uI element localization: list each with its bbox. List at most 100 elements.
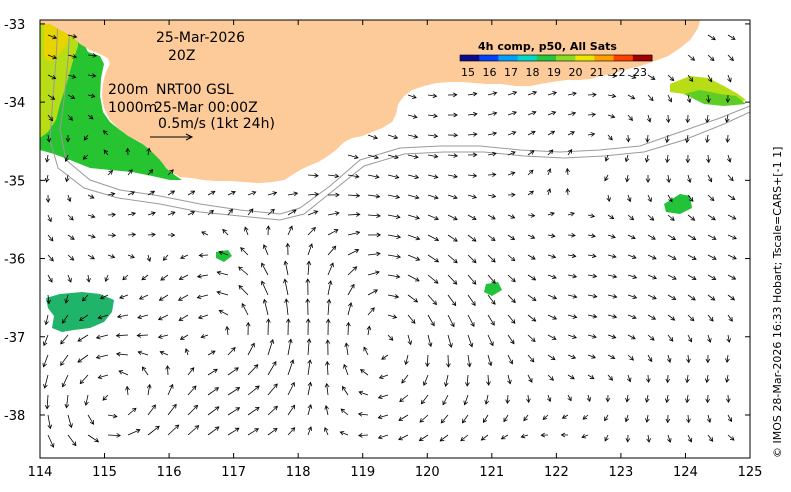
current-arrow [287, 427, 296, 436]
current-arrow [103, 149, 109, 156]
current-arrow [447, 112, 458, 118]
current-arrow [567, 314, 578, 319]
current-arrow [83, 134, 89, 141]
current-arrow [507, 192, 516, 198]
current-arrow [427, 174, 439, 179]
current-arrow [44, 174, 50, 183]
current-arrow [427, 274, 439, 284]
current-arrow [547, 274, 557, 280]
current-arrow [687, 274, 697, 280]
current-arrow [707, 214, 716, 221]
current-arrow [285, 318, 291, 336]
current-arrow [507, 131, 517, 136]
current-arrow [707, 334, 712, 343]
current-arrow [207, 406, 220, 416]
current-arrow [87, 53, 98, 58]
current-arrow [567, 354, 577, 359]
current-arrow [467, 91, 478, 97]
current-arrow [587, 233, 596, 239]
current-arrow [347, 302, 353, 316]
legend-colorbar [459, 54, 653, 62]
current-arrow [325, 318, 331, 336]
x-axis: 114 115 116 117 118 119 120 121 122 123 124 125 [28, 20, 763, 480]
current-arrow [107, 212, 117, 218]
current-arrow [707, 254, 717, 260]
current-arrow [667, 294, 677, 300]
current-arrow [707, 274, 717, 280]
current-arrow [507, 234, 516, 241]
legend-color-swatch [632, 55, 653, 61]
legend-color-swatch [556, 55, 576, 61]
current-arrow [367, 174, 380, 179]
current-arrow [587, 253, 597, 259]
current-arrow [225, 325, 230, 336]
current-arrow [167, 232, 176, 238]
current-arrow [667, 274, 677, 280]
current-arrow [107, 413, 118, 419]
current-arrow [627, 214, 635, 221]
current-arrow [324, 382, 330, 396]
current-arrow [377, 394, 389, 400]
current-arrow [67, 434, 77, 447]
current-arrow [624, 154, 630, 163]
current-arrow [387, 214, 401, 220]
current-arrow [67, 254, 75, 261]
current-arrow [196, 294, 209, 300]
current-arrow [645, 174, 651, 183]
current-arrow [137, 314, 149, 320]
current-arrow [67, 414, 73, 429]
current-arrow [138, 294, 149, 300]
current-arrow [724, 114, 730, 123]
current-arrow [607, 334, 617, 339]
current-arrow [666, 174, 671, 184]
current-arrow [42, 334, 49, 347]
current-arrow [407, 314, 416, 324]
current-arrow [344, 342, 350, 356]
current-arrow [440, 414, 449, 424]
current-arrow [467, 111, 478, 117]
current-arrow [107, 232, 117, 238]
current-arrow [467, 334, 474, 348]
current-arrow [283, 260, 289, 276]
current-arrow [64, 174, 70, 183]
current-arrow [115, 351, 129, 357]
current-arrow [467, 152, 478, 158]
sst-patch-east-green [684, 90, 746, 106]
current-arrow [667, 74, 675, 82]
current-arrow [327, 245, 337, 256]
current-arrow [625, 434, 631, 443]
current-arrow [378, 374, 389, 380]
current-arrow [625, 134, 631, 143]
current-arrow [198, 252, 209, 258]
current-arrow [97, 314, 109, 320]
current-arrow [727, 434, 735, 441]
current-arrow [327, 229, 339, 236]
current-arrow [647, 214, 655, 221]
current-arrow [665, 374, 671, 384]
current-arrow [484, 394, 490, 405]
date-label: 25-Mar-2026 [156, 30, 245, 46]
current-arrow [347, 230, 361, 236]
current-arrow [86, 274, 91, 283]
x-tick-label: 125 [738, 465, 763, 480]
current-arrow [567, 273, 578, 279]
current-arrow [367, 251, 381, 257]
current-arrow [107, 433, 121, 438]
current-arrow [587, 354, 596, 359]
current-arrow [547, 374, 554, 381]
current-arrow [87, 213, 96, 219]
current-arrow [540, 432, 549, 438]
current-arrow [207, 387, 220, 396]
current-arrow [624, 414, 630, 423]
current-arrow [247, 385, 260, 396]
current-arrow [567, 374, 575, 380]
current-arrow [77, 334, 89, 342]
current-arrow [346, 321, 351, 336]
current-arrow [227, 427, 240, 436]
current-arrow [387, 314, 398, 319]
legend-tick-labels: 15 16 17 18 19 20 21 22 23 [461, 66, 647, 79]
current-arrow [461, 414, 469, 424]
current-arrow [305, 318, 311, 336]
current-arrow [560, 432, 569, 438]
current-arrow [625, 174, 630, 183]
